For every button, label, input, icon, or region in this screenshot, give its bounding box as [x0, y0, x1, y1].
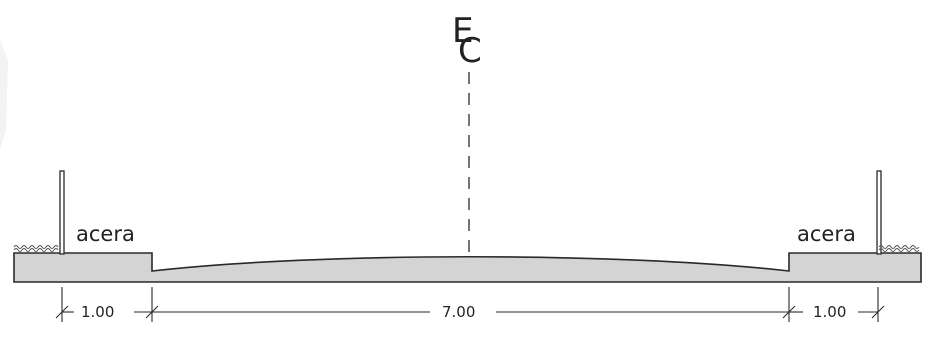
sidewalk-label-left: acera	[76, 222, 135, 246]
railing-post-left	[59, 170, 65, 255]
dimension-roadway: 7.00	[442, 303, 475, 321]
terrain-mark-left	[13, 245, 59, 252]
slab-section	[13, 252, 922, 283]
railing-post-right	[876, 170, 882, 255]
dimension-left-sidewalk: 1.00	[81, 303, 114, 321]
dimension-right-sidewalk: 1.00	[813, 303, 846, 321]
terrain-mark-right	[878, 245, 920, 252]
dimension-line	[55, 287, 885, 322]
centerline-symbol-bottom: C	[458, 31, 482, 71]
background-shadow	[0, 40, 8, 150]
sidewalk-label-right: acera	[797, 222, 856, 246]
centerline-symbol-top: E	[452, 11, 473, 51]
